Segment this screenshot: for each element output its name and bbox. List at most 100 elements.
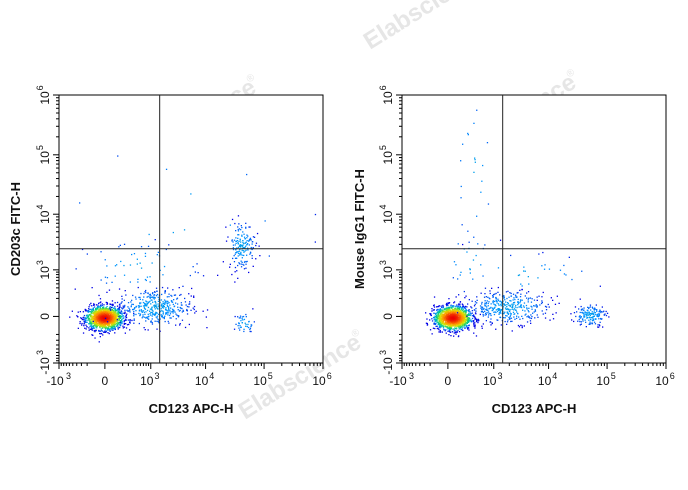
event-dot xyxy=(459,317,461,319)
y-tick-label: 0 xyxy=(38,313,52,320)
event-dot xyxy=(241,318,243,320)
event-dot xyxy=(259,255,261,257)
event-dot xyxy=(476,319,478,322)
event-dot xyxy=(507,290,509,292)
event-dot xyxy=(492,296,494,298)
event-dot xyxy=(436,320,438,322)
event-dot xyxy=(462,304,464,306)
event-dot xyxy=(433,304,435,306)
event-dot xyxy=(238,322,240,324)
event-dot xyxy=(94,337,96,339)
event-dot xyxy=(179,324,181,326)
event-dot xyxy=(165,307,167,309)
event-dot xyxy=(524,295,526,297)
event-dot xyxy=(87,311,89,313)
event-dot xyxy=(237,246,240,248)
event-dot xyxy=(85,328,87,330)
event-dot xyxy=(594,308,596,310)
event-dot xyxy=(504,317,506,319)
x-tick-label: 10 xyxy=(538,374,552,388)
event-dot xyxy=(156,290,158,292)
event-dot xyxy=(123,306,126,308)
event-dot xyxy=(451,311,453,313)
event-dot xyxy=(150,320,152,322)
event-dot xyxy=(108,311,110,313)
event-dot xyxy=(144,278,147,281)
event-dot xyxy=(83,318,85,320)
event-dot xyxy=(248,271,250,274)
event-dot xyxy=(527,291,530,293)
event-dot xyxy=(174,311,176,313)
event-dot xyxy=(79,321,81,323)
event-dot xyxy=(240,326,242,329)
event-dot xyxy=(245,313,247,316)
event-dot xyxy=(459,301,462,303)
event-dot xyxy=(532,312,534,314)
event-dot xyxy=(468,241,470,243)
event-dot xyxy=(173,305,175,308)
event-dot xyxy=(466,316,468,318)
event-dot xyxy=(435,312,438,314)
event-dot xyxy=(116,314,118,316)
event-dot xyxy=(124,290,126,292)
event-dot xyxy=(584,313,587,315)
event-dot xyxy=(436,321,438,323)
event-dot xyxy=(106,265,108,267)
event-dot xyxy=(460,185,462,188)
event-dot xyxy=(456,308,458,310)
event-dot xyxy=(578,318,580,321)
event-dot xyxy=(90,322,92,324)
event-dot xyxy=(98,302,100,304)
event-dot xyxy=(523,266,525,268)
event-dot xyxy=(468,312,470,314)
event-dot xyxy=(430,314,432,317)
event-dot xyxy=(449,306,451,309)
event-dot xyxy=(113,323,115,326)
event-dot xyxy=(433,306,436,308)
event-dot xyxy=(589,314,591,317)
event-dot xyxy=(241,245,243,248)
y-tick-exponent: 5 xyxy=(35,145,45,150)
event-dot xyxy=(243,330,245,333)
event-dot xyxy=(482,315,484,317)
event-dot xyxy=(105,313,108,315)
y-tick-label: -10 xyxy=(381,357,395,375)
event-dot xyxy=(168,314,171,317)
x-tick-exponent: 5 xyxy=(268,371,273,381)
event-dot xyxy=(499,239,502,241)
event-dot xyxy=(102,312,105,314)
event-dot xyxy=(499,311,501,314)
event-dot xyxy=(534,310,537,312)
event-dot xyxy=(459,303,461,305)
event-dot xyxy=(105,309,108,311)
event-dot xyxy=(99,325,101,328)
event-dot xyxy=(492,301,494,303)
event-dot xyxy=(445,326,447,328)
event-dot xyxy=(425,322,428,324)
event-dot xyxy=(94,331,96,333)
event-dot xyxy=(165,309,167,311)
event-dot xyxy=(466,326,468,328)
event-dot xyxy=(264,220,266,222)
event-dot xyxy=(476,296,478,298)
event-dot xyxy=(166,300,168,302)
event-dot xyxy=(167,306,170,308)
event-dot xyxy=(131,303,133,305)
event-dot xyxy=(164,320,166,323)
event-dot xyxy=(100,333,102,335)
event-dot xyxy=(140,246,143,248)
event-dot xyxy=(124,304,126,307)
event-dot xyxy=(117,321,119,323)
event-dot xyxy=(167,287,169,289)
event-dot xyxy=(90,325,92,327)
event-dot xyxy=(498,304,500,306)
event-dot xyxy=(518,316,520,318)
event-dot xyxy=(436,325,438,327)
event-dot xyxy=(98,309,100,311)
event-dot xyxy=(481,311,483,313)
event-dot xyxy=(172,303,174,306)
event-dot xyxy=(109,309,112,311)
event-dot xyxy=(133,307,136,310)
event-dot xyxy=(119,305,121,307)
event-dot xyxy=(458,325,460,327)
